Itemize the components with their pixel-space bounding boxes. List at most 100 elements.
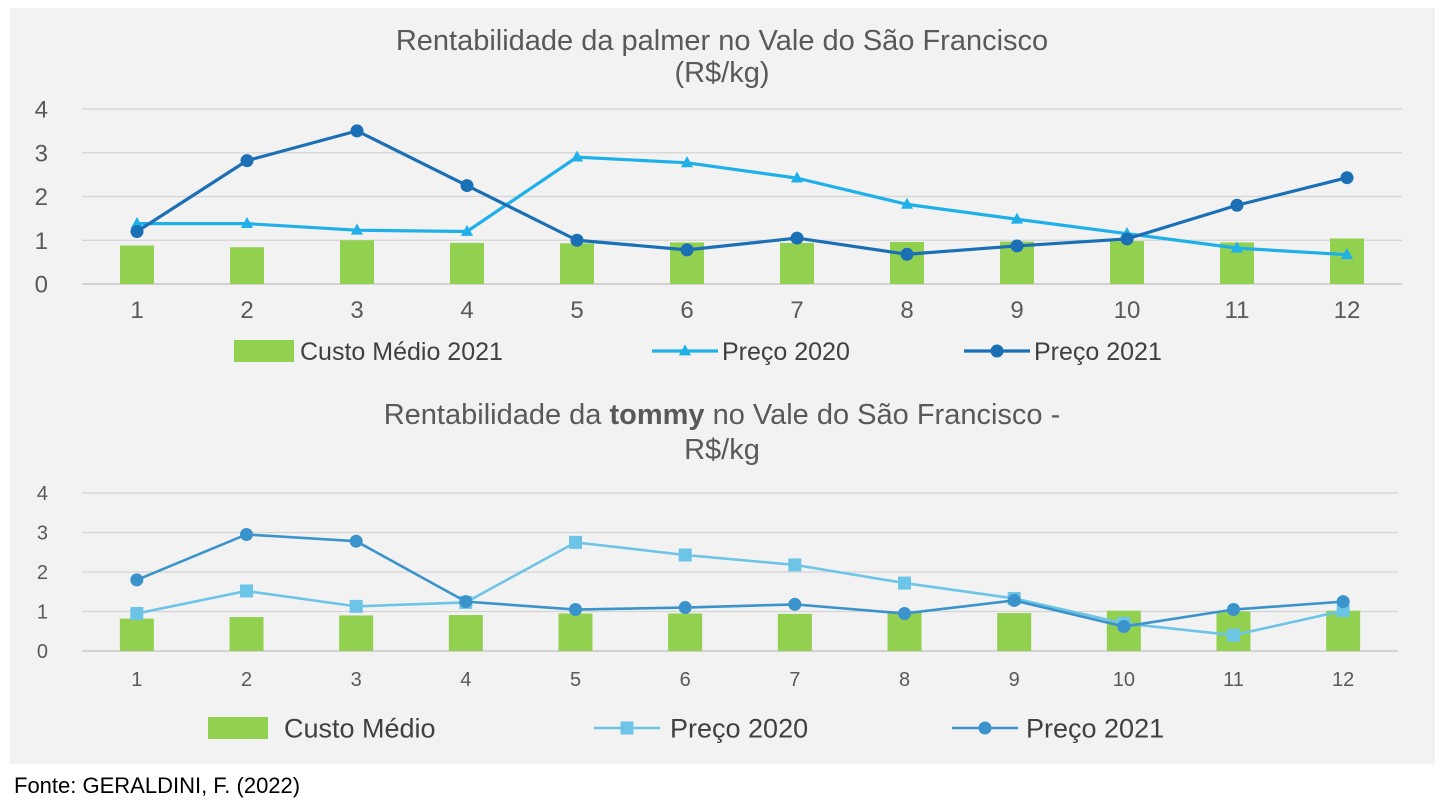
data-point bbox=[240, 527, 253, 541]
source-note: Fonte: GERALDINI, F. (2022) bbox=[14, 773, 301, 798]
y-tick-label: 3 bbox=[37, 523, 48, 545]
x-tick-label: 5 bbox=[570, 297, 583, 324]
y-tick-label: 1 bbox=[37, 602, 48, 624]
x-tick-label: 2 bbox=[241, 669, 252, 691]
data-point bbox=[569, 535, 582, 549]
bar bbox=[777, 613, 812, 651]
bar bbox=[339, 615, 374, 651]
data-point bbox=[1227, 603, 1240, 617]
legend-label: Preço 2021 bbox=[1026, 714, 1164, 744]
data-point bbox=[1340, 171, 1354, 185]
y-tick-label: 3 bbox=[35, 140, 48, 167]
x-tick-label: 10 bbox=[1113, 669, 1135, 691]
bar bbox=[1330, 238, 1364, 284]
data-point bbox=[240, 584, 253, 598]
x-tick-label: 9 bbox=[1009, 669, 1020, 691]
y-tick-label: 4 bbox=[35, 97, 48, 124]
data-point bbox=[1230, 198, 1244, 212]
data-point bbox=[349, 534, 363, 548]
x-tick-label: 6 bbox=[680, 297, 693, 324]
bar bbox=[450, 242, 484, 284]
legend-marker bbox=[990, 344, 1004, 358]
y-tick-label: 4 bbox=[37, 483, 48, 505]
x-tick-label: 4 bbox=[460, 669, 471, 691]
series-line bbox=[136, 533, 1344, 628]
x-tick-label: 7 bbox=[790, 297, 803, 324]
data-point bbox=[680, 156, 694, 168]
x-tick-label: 10 bbox=[1114, 297, 1141, 324]
data-point bbox=[788, 558, 802, 572]
data-point bbox=[130, 573, 144, 587]
bar bbox=[997, 613, 1032, 651]
data-point bbox=[1336, 595, 1350, 609]
data-point bbox=[898, 606, 911, 620]
series-line bbox=[137, 155, 1348, 257]
chart1-title-line2: (R$/kg) bbox=[674, 57, 769, 89]
legend-item: Custo Médio bbox=[208, 714, 436, 744]
x-tick-label: 7 bbox=[789, 669, 800, 691]
bar bbox=[560, 243, 594, 284]
x-tick-label: 5 bbox=[570, 669, 581, 691]
chart2-title-line2: R$/kg bbox=[684, 434, 760, 466]
x-tick-label: 8 bbox=[900, 297, 913, 324]
y-tick-label: 0 bbox=[37, 641, 48, 663]
x-tick-label: 1 bbox=[131, 669, 142, 691]
data-point bbox=[900, 197, 914, 209]
legend-item: Preço 2021 bbox=[952, 714, 1164, 744]
data-point bbox=[788, 597, 802, 611]
y-tick-label: 2 bbox=[37, 562, 48, 584]
data-point bbox=[350, 124, 364, 138]
x-tick-label: 11 bbox=[1223, 669, 1244, 691]
y-tick-label: 0 bbox=[35, 272, 48, 299]
legend-item: Preço 2020 bbox=[652, 338, 850, 366]
data-point bbox=[240, 216, 254, 229]
chart2-title-prefix: Rentabilidade da bbox=[384, 399, 610, 431]
legend-label: Preço 2020 bbox=[722, 338, 850, 366]
data-point bbox=[900, 247, 914, 261]
data-point bbox=[130, 216, 144, 229]
data-point bbox=[570, 233, 584, 247]
x-tick-label: 4 bbox=[460, 297, 473, 324]
legend-marker bbox=[678, 344, 692, 356]
data-point bbox=[1336, 604, 1350, 618]
data-point bbox=[460, 224, 474, 236]
chart2-legend: Custo Médio Preço 2020 Preço 2021 bbox=[208, 714, 1164, 744]
chart1-title-line1: Rentabilidade da palmer no Vale do São F… bbox=[396, 25, 1048, 57]
data-point bbox=[460, 179, 474, 193]
series-line bbox=[136, 541, 1344, 637]
legend-item: Preço 2020 bbox=[594, 714, 808, 744]
legend-marker bbox=[978, 721, 992, 735]
data-point bbox=[349, 599, 363, 613]
data-point bbox=[350, 223, 364, 235]
bar bbox=[230, 247, 264, 284]
legend-marker bbox=[620, 721, 634, 735]
bar bbox=[448, 615, 483, 651]
x-tick-label: 6 bbox=[680, 669, 691, 691]
bar bbox=[120, 245, 154, 284]
x-tick-label: 3 bbox=[351, 669, 362, 691]
legend-swatch bbox=[234, 340, 294, 362]
data-point bbox=[240, 154, 254, 168]
data-point bbox=[1340, 248, 1354, 260]
data-point bbox=[898, 576, 911, 590]
bar bbox=[1326, 610, 1361, 651]
legend-item: Custo Médio 2021 bbox=[234, 338, 503, 366]
x-tick-label: 12 bbox=[1332, 669, 1354, 691]
data-point bbox=[570, 150, 584, 162]
x-tick-label: 2 bbox=[240, 297, 253, 324]
data-point bbox=[678, 601, 692, 615]
x-tick-label: 12 bbox=[1334, 297, 1361, 324]
x-tick-label: 11 bbox=[1225, 297, 1250, 324]
x-tick-label: 8 bbox=[899, 669, 910, 691]
bar bbox=[780, 242, 814, 284]
data-point bbox=[1010, 239, 1024, 253]
data-point bbox=[130, 606, 144, 620]
data-point bbox=[790, 231, 804, 245]
bar bbox=[1110, 241, 1144, 284]
data-point bbox=[1230, 241, 1244, 253]
data-point bbox=[459, 595, 473, 609]
legend-swatch bbox=[208, 717, 268, 739]
x-tick-label: 9 bbox=[1010, 297, 1023, 324]
